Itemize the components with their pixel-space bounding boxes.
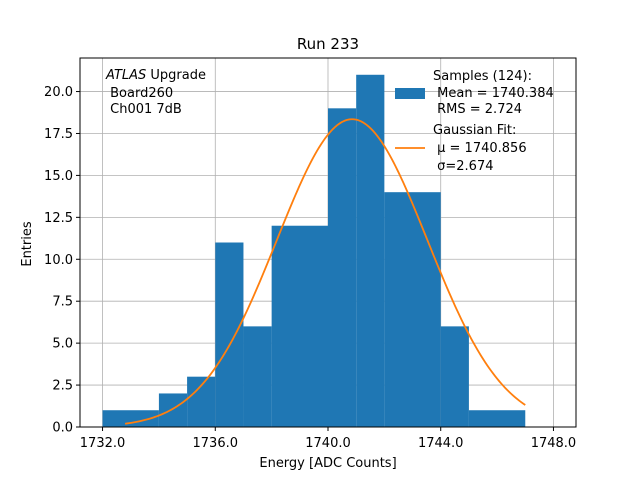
x-axis-label: Energy [ADC Counts] bbox=[259, 456, 396, 471]
y-tick-label: 2.5 bbox=[52, 379, 73, 394]
y-tick-label: 5.0 bbox=[52, 337, 73, 352]
gaussian-fit bbox=[124, 118, 526, 425]
legend-swatch-samples bbox=[395, 88, 425, 99]
annotation-upgrade: Upgrade bbox=[146, 68, 206, 83]
annotation-line-1: ATLAS Upgrade bbox=[105, 68, 206, 83]
histogram-bar bbox=[102, 410, 159, 427]
legend: Samples (124): Mean = 1740.384 RMS = 2.7… bbox=[395, 69, 554, 174]
histogram-bar bbox=[356, 74, 385, 427]
x-tick-label: 1740.0 bbox=[305, 436, 351, 451]
run-annotation: ATLAS Upgrade Board260 Ch001 7dB bbox=[105, 68, 206, 117]
x-tick-label: 1748.0 bbox=[531, 436, 577, 451]
histogram-bar bbox=[440, 326, 469, 427]
annotation-atlas: ATLAS bbox=[105, 68, 146, 83]
histogram-bar bbox=[328, 108, 357, 428]
histogram-bar bbox=[243, 326, 272, 427]
histogram-bar bbox=[271, 225, 328, 427]
y-tick-label: 7.5 bbox=[52, 295, 73, 310]
histogram-bar bbox=[468, 410, 526, 427]
y-tick-label: 0.0 bbox=[52, 421, 73, 436]
x-tick-label: 1744.0 bbox=[418, 436, 464, 451]
legend-fit-sigma: σ=2.674 bbox=[433, 159, 493, 174]
x-tick-label: 1732.0 bbox=[80, 436, 126, 451]
legend-samples-label: Samples (124): bbox=[433, 69, 532, 84]
y-tick-label: 20.0 bbox=[44, 85, 73, 100]
y-tick-label: 15.0 bbox=[44, 169, 73, 184]
y-tick-label: 17.5 bbox=[44, 127, 73, 142]
y-tick-label: 10.0 bbox=[44, 253, 73, 268]
annotation-board: Board260 bbox=[106, 86, 173, 101]
y-axis-label: Entries bbox=[20, 221, 35, 267]
x-tick-label: 1736.0 bbox=[193, 436, 239, 451]
legend-fit-mu: μ = 1740.856 bbox=[433, 141, 527, 156]
histogram-bar bbox=[187, 376, 216, 427]
legend-fit-label: Gaussian Fit: bbox=[433, 123, 516, 138]
legend-samples-mean: Mean = 1740.384 bbox=[433, 86, 554, 101]
chart-title: Run 233 bbox=[297, 35, 359, 53]
histogram-bar bbox=[384, 192, 441, 427]
y-tick-label: 12.5 bbox=[44, 211, 73, 226]
annotation-channel: Ch001 7dB bbox=[106, 102, 182, 117]
histogram-bar bbox=[215, 242, 244, 427]
gaussian-fit-line bbox=[124, 118, 526, 425]
y-axis-ticks: 0.0 2.5 5.0 7.5 10.0 12.5 15.0 17.5 20.0 bbox=[44, 85, 80, 436]
histogram-bars bbox=[102, 74, 526, 428]
x-axis-ticks: 1732.0 1736.0 1740.0 1744.0 1748.0 bbox=[80, 427, 576, 451]
legend-samples-rms: RMS = 2.724 bbox=[433, 102, 522, 117]
histogram-bar bbox=[158, 393, 188, 427]
